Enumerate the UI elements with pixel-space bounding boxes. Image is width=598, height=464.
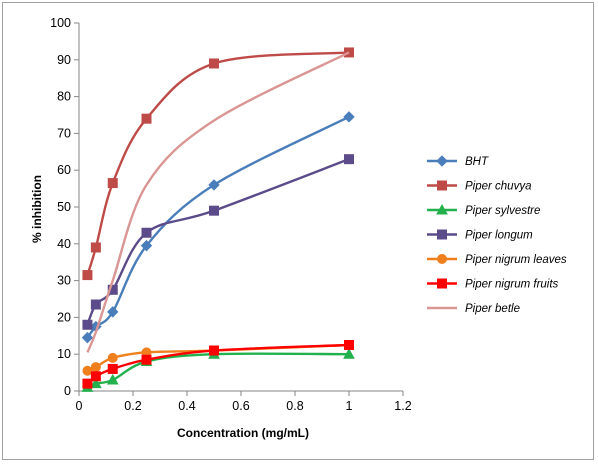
data-point	[141, 227, 152, 238]
series-piper-nigrum-fruits	[82, 340, 354, 389]
data-point	[81, 331, 94, 344]
legend-marker	[436, 203, 448, 215]
series-piper-longum	[82, 154, 354, 330]
data-point	[107, 306, 119, 318]
series-bht	[81, 111, 355, 344]
y-tick-label: 70	[57, 126, 71, 140]
data-point	[107, 178, 118, 189]
data-point	[344, 340, 354, 350]
legend: BHT Piper chuvya Piper sylvestre Piper long…	[427, 155, 567, 315]
legend-label: BHT	[465, 156, 489, 168]
data-point	[344, 154, 354, 165]
y-tick-label: 80	[57, 90, 71, 104]
legend-item: Piper nigrum leaves	[427, 254, 567, 266]
data-point	[90, 377, 102, 389]
legend-label: Piper chuvya	[465, 181, 531, 193]
data-point	[82, 365, 93, 376]
y-tick-label: 0	[64, 384, 71, 398]
legend-marker	[437, 180, 447, 191]
data-point	[209, 58, 219, 69]
series-layer	[81, 47, 355, 392]
x-tick-label: 0.8	[286, 399, 303, 413]
legend-item: Piper chuvya	[427, 180, 531, 193]
y-tick-label: 20	[57, 310, 71, 324]
data-point	[208, 179, 220, 191]
x-tick-label: 1	[346, 399, 353, 413]
data-point	[209, 345, 219, 356]
data-point	[343, 348, 355, 359]
legend-label: Piper longum	[465, 230, 533, 242]
data-point	[106, 373, 119, 385]
series-line	[86, 51, 350, 353]
y-tick-label: 30	[57, 274, 71, 288]
x-tick-label: 0.6	[232, 399, 249, 413]
data-point	[82, 378, 93, 389]
x-tick-label: 0.2	[124, 399, 141, 413]
data-point	[82, 319, 93, 330]
y-tick-label: 100	[50, 16, 71, 30]
data-point	[343, 111, 355, 123]
x-axis-title: Concentration (mg/mL)	[177, 426, 309, 440]
data-point	[141, 354, 152, 365]
data-point	[140, 239, 153, 252]
data-point	[344, 47, 354, 58]
data-point	[107, 363, 118, 374]
data-point	[82, 270, 93, 281]
legend-marker	[437, 229, 447, 240]
chart-frame: 0 10 20 30 40 50 60 70 80 90 100 0 0.2 0.4 0.6 0.8 1 1.2 …	[2, 2, 594, 460]
y-tick-label: 60	[57, 163, 71, 177]
legend-item: Piper longum	[427, 229, 533, 242]
legend-item: Piper sylvestre	[427, 203, 540, 217]
series-line	[86, 51, 350, 276]
y-tick-label: 50	[57, 200, 71, 214]
legend-item: BHT	[427, 155, 489, 168]
legend-label: Piper sylvestre	[465, 205, 540, 217]
data-point	[90, 299, 101, 310]
data-point	[107, 284, 118, 295]
x-tick-label: 1.2	[394, 399, 411, 413]
legend-marker	[437, 278, 447, 289]
y-tick-label: 40	[57, 237, 71, 251]
series-piper-chuvya	[82, 47, 354, 281]
legend-marker	[436, 155, 448, 167]
y-tick-label: 90	[57, 53, 71, 67]
data-point	[90, 242, 101, 253]
y-tick-label: 10	[57, 347, 71, 361]
legend-item: Piper nigrum fruits	[427, 278, 559, 291]
y-axis-title: % inhibition	[30, 175, 44, 243]
data-point	[141, 113, 152, 124]
legend-marker	[437, 254, 447, 264]
series-line	[86, 352, 350, 389]
data-point	[209, 205, 219, 216]
legend-item: Piper betle	[427, 303, 520, 315]
data-point	[90, 362, 101, 373]
legend-label: Piper nigrum leaves	[465, 254, 567, 266]
x-tick-label: 0	[76, 399, 83, 413]
series-piper-betle	[86, 51, 350, 353]
data-point	[107, 352, 118, 363]
legend-label: Piper betle	[465, 303, 520, 315]
data-point	[90, 371, 101, 382]
axes: 0 10 20 30 40 50 60 70 80 90 100 0 0.2 0.4 0.6 0.8 1 1.2	[50, 16, 412, 413]
legend-label: Piper nigrum fruits	[465, 279, 559, 291]
x-tick-label: 0.4	[178, 399, 195, 413]
